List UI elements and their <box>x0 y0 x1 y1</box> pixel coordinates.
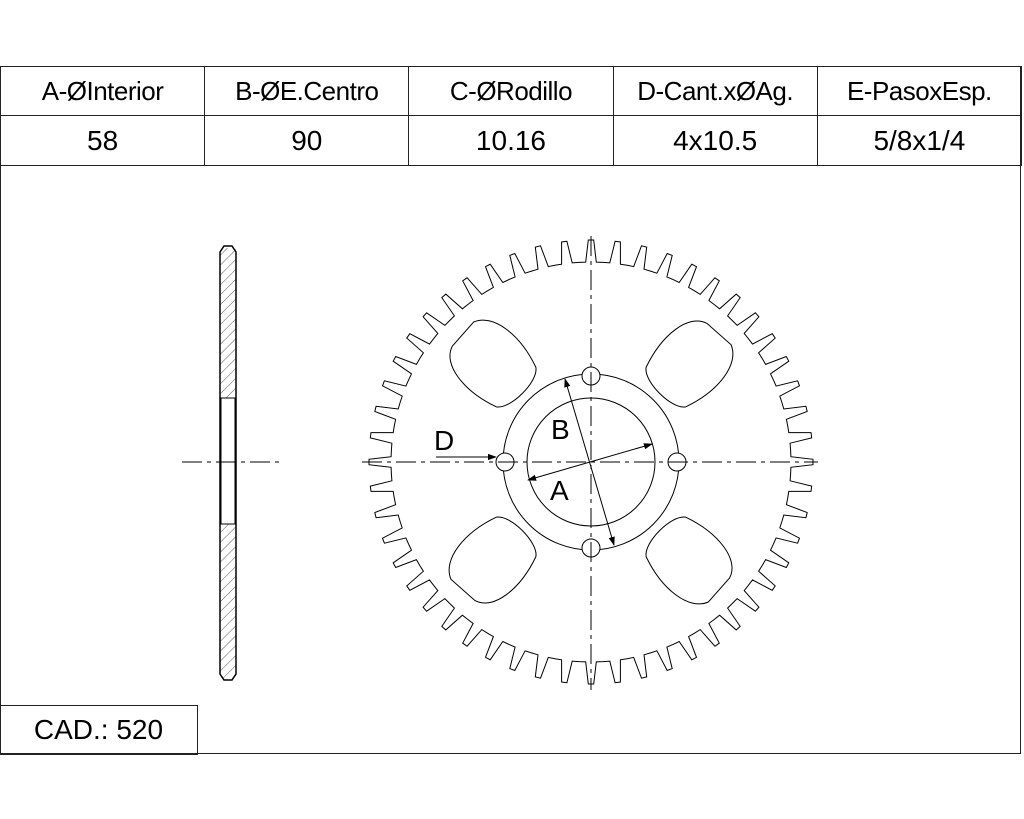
cad-box: CAD.: 520 <box>0 705 198 755</box>
header-b-bolt-circle: B-ØE.Centro <box>204 66 410 116</box>
value-b-bolt-circle: 90 <box>204 115 410 166</box>
label-b: B <box>551 414 570 445</box>
spec-table: A-ØInterior B-ØE.Centro C-ØRodillo D-Can… <box>0 66 1023 166</box>
cutout-window <box>645 320 734 408</box>
side-view <box>182 245 283 681</box>
cutout-window <box>449 319 537 408</box>
cad-label: CAD.: 520 <box>33 714 164 745</box>
label-a: A <box>550 475 569 506</box>
value-e-pitch-thickness: 5/8x1/4 <box>816 115 1023 166</box>
value-a-inner-diameter: 58 <box>0 115 206 166</box>
dimension-b-line <box>564 378 615 546</box>
cutout-window <box>645 516 733 605</box>
side-view-outline <box>219 245 237 681</box>
cutout-window <box>448 516 537 604</box>
value-c-roller-diameter: 10.16 <box>408 115 614 166</box>
header-a-inner-diameter: A-ØInterior <box>0 66 206 116</box>
side-view-bore <box>220 397 236 525</box>
value-d-holes: 4x10.5 <box>612 115 818 166</box>
sprocket-teeth-outline <box>368 239 814 685</box>
header-c-roller-diameter: C-ØRodillo <box>408 66 614 116</box>
label-d: D <box>434 425 454 456</box>
spec-value-row: 58 90 10.16 4x10.5 5/8x1/4 <box>0 115 1023 166</box>
cutouts <box>448 319 734 605</box>
front-view: A B D <box>362 236 818 690</box>
